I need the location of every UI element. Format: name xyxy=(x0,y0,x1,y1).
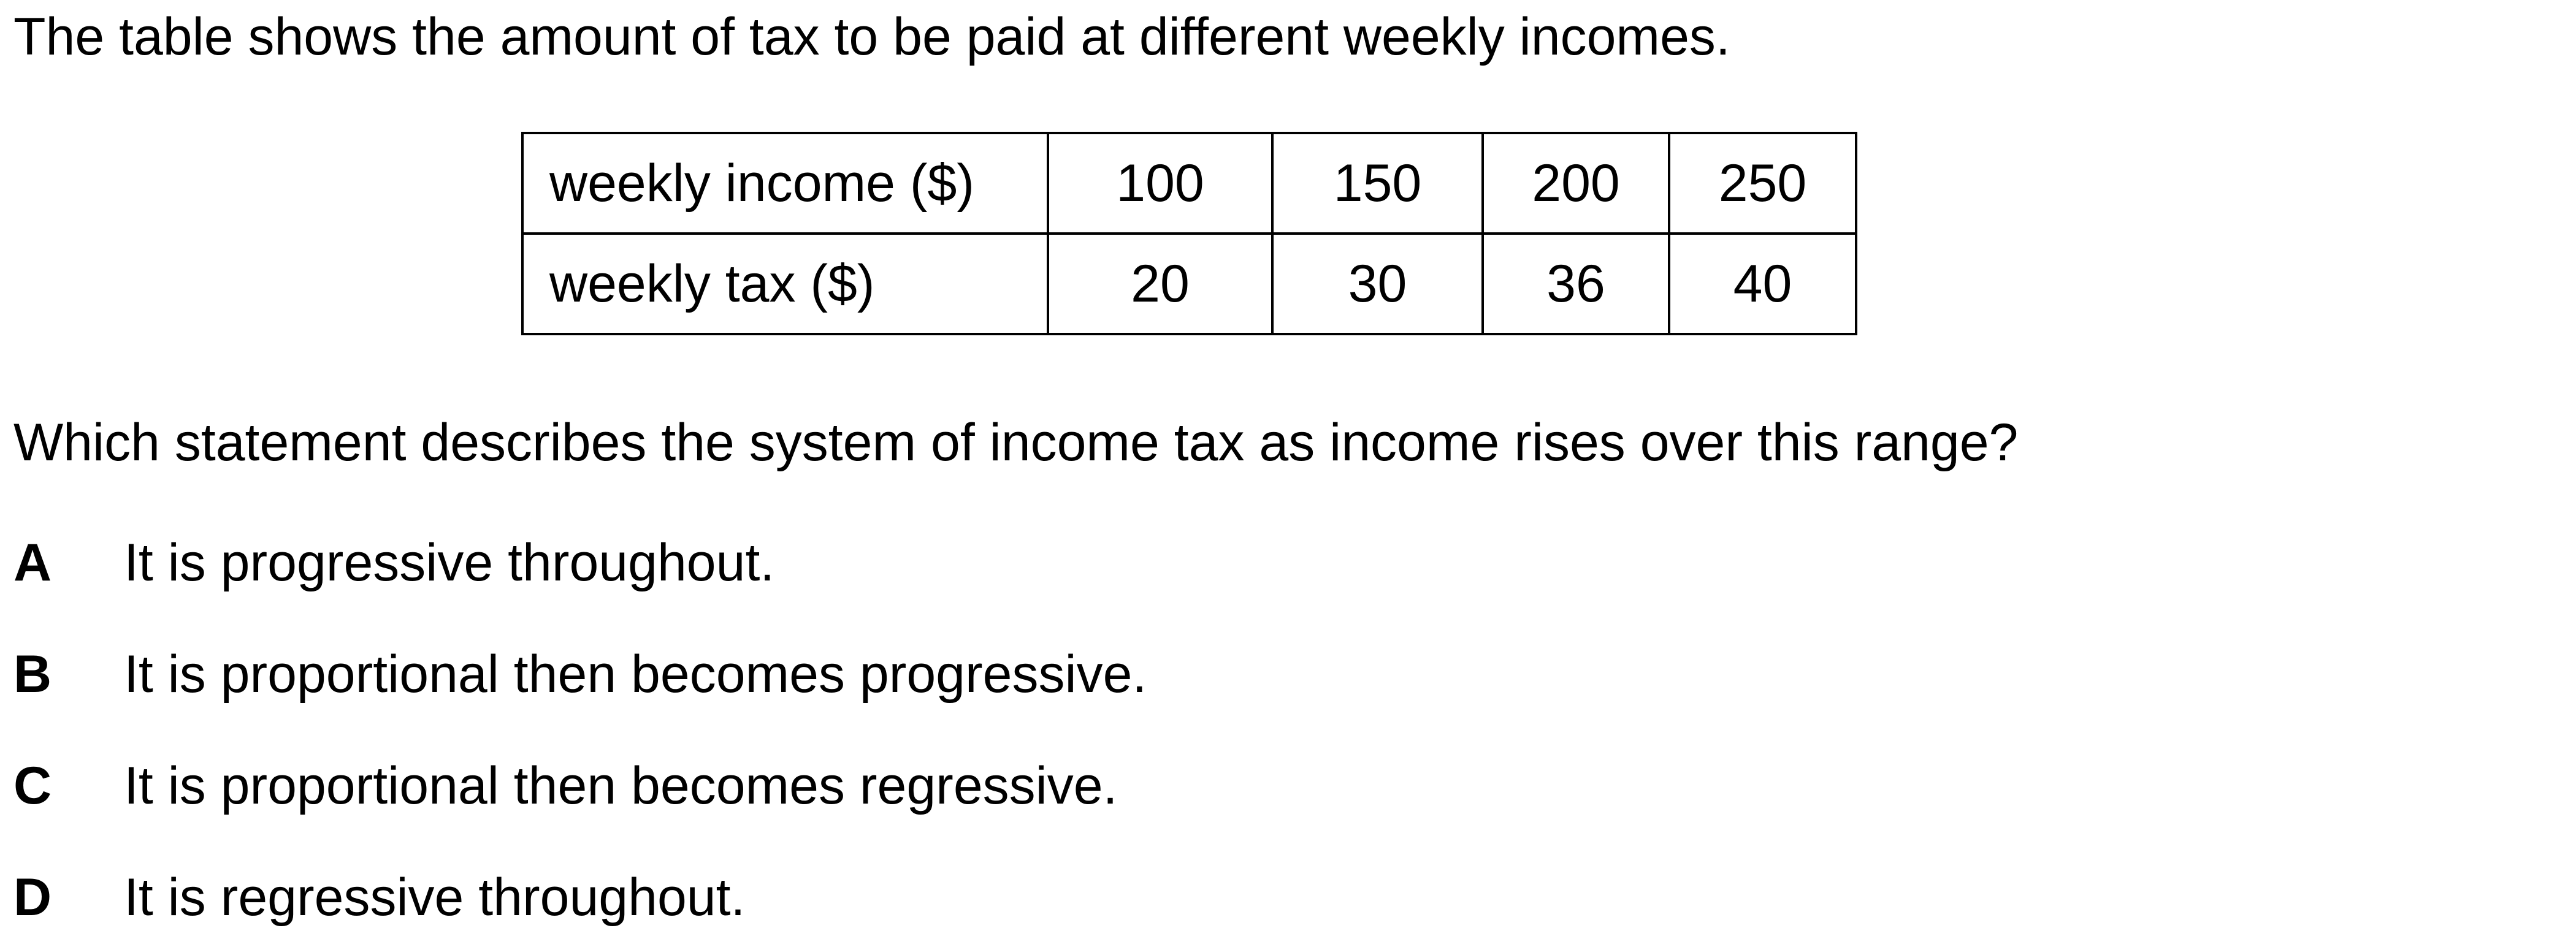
row-label-weekly-tax: weekly tax ($) xyxy=(521,232,1049,335)
table-cell: 250 xyxy=(1668,132,1857,235)
table-cell: 30 xyxy=(1271,232,1484,335)
table-row-weekly-income: weekly income ($) 100 150 200 250 xyxy=(521,132,1857,235)
row-label-weekly-income: weekly income ($) xyxy=(521,132,1049,235)
table-cell: 200 xyxy=(1481,132,1670,235)
table-cell: 100 xyxy=(1047,132,1274,235)
table-cell: 20 xyxy=(1047,232,1274,335)
intro-text: The table shows the amount of tax to be … xyxy=(13,7,1730,66)
question-text: Which statement describes the system of … xyxy=(13,413,2019,472)
option-text: It is proportional then becomes progress… xyxy=(124,645,1147,704)
option-letter: A xyxy=(13,533,52,592)
table-row-weekly-tax: weekly tax ($) 20 30 36 40 xyxy=(521,232,1857,335)
option-text: It is proportional then becomes regressi… xyxy=(124,756,1118,815)
income-tax-table: weekly income ($) 100 150 200 250 weekly… xyxy=(521,132,1857,335)
table-cell: 36 xyxy=(1481,232,1670,335)
option-letter: D xyxy=(13,868,52,927)
table-cell: 150 xyxy=(1271,132,1484,235)
option-letter: C xyxy=(13,756,52,815)
table-cell: 40 xyxy=(1668,232,1857,335)
option-text: It is regressive throughout. xyxy=(124,868,746,927)
option-text: It is progressive throughout. xyxy=(124,533,775,592)
option-letter: B xyxy=(13,645,52,704)
